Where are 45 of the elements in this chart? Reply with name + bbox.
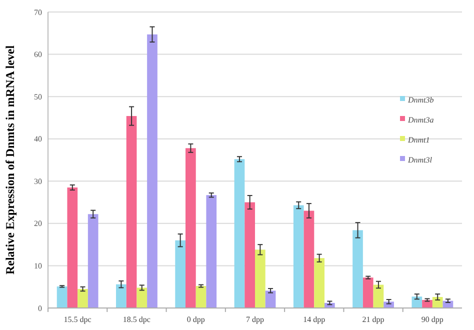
- y-tick-label: 0: [38, 304, 42, 313]
- bar: [432, 297, 443, 308]
- bar: [234, 159, 245, 308]
- bar: [67, 187, 78, 308]
- y-tick-label: 60: [34, 50, 42, 60]
- bar: [265, 290, 276, 308]
- y-axis-title: Relative Expression of Dnmts in mRNA level: [3, 44, 17, 275]
- bar: [362, 278, 374, 308]
- bar: [56, 286, 68, 308]
- bar: [373, 284, 384, 308]
- y-tick-label: 40: [34, 134, 42, 144]
- x-tick-label: 0 dpp: [186, 315, 205, 324]
- bar: [116, 284, 126, 308]
- bar: [255, 250, 266, 308]
- bar: [136, 288, 148, 308]
- bar: [304, 210, 314, 308]
- y-tick-label: 10: [34, 262, 42, 271]
- y-tick-label: 20: [34, 219, 42, 228]
- bar: [352, 230, 363, 308]
- bar: [206, 195, 217, 308]
- y-tick-label: 50: [34, 92, 42, 102]
- legend-label: Dnmt3b: [407, 95, 434, 104]
- bar: [147, 34, 158, 308]
- bar: [196, 286, 206, 308]
- y-tick-label: 70: [34, 8, 42, 17]
- bar: [293, 205, 304, 308]
- legend-label: Dnmt1: [407, 135, 430, 144]
- bar: [244, 202, 255, 308]
- x-tick-label: 14 dpp: [303, 315, 326, 324]
- bar: [78, 288, 88, 308]
- bar: [186, 148, 196, 308]
- bar: [126, 116, 137, 308]
- bar: [314, 258, 324, 308]
- bar: [422, 300, 432, 308]
- y-tick-label: 30: [34, 176, 42, 186]
- bar: [412, 296, 422, 308]
- bar: [175, 240, 186, 308]
- x-tick-label: 21 dpp: [362, 315, 384, 324]
- x-tick-label: 90 dpp: [421, 315, 444, 324]
- x-tick-label: 18.5 dpc: [122, 315, 151, 324]
- x-tick-label: 7 dpp: [246, 315, 264, 324]
- legend-label: Dnmt3a: [407, 115, 434, 124]
- x-tick-label: 15.5 dpc: [64, 315, 92, 324]
- bar: [88, 214, 98, 308]
- legend-label: Dnmt3l: [407, 155, 433, 164]
